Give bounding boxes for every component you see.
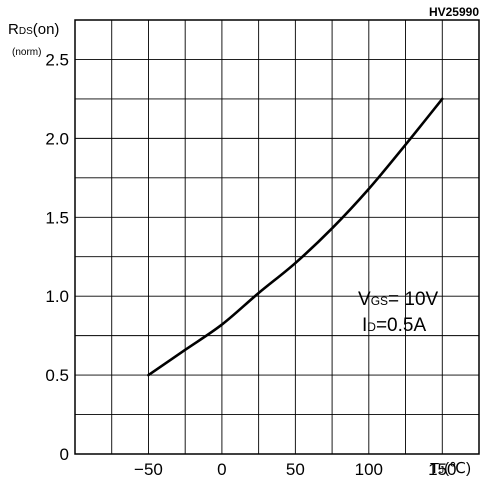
y-axis-unit: (norm) [12,47,41,58]
figure-code: HV25990 [429,5,479,19]
annotation-vgs-tail: = 10V [388,289,439,310]
annotation-id-main: I [362,315,367,336]
annotation-vgs-sub: GS [371,294,388,308]
rds-on-curve [147,97,444,377]
y-tick-label: 0 [60,445,69,464]
y-label-main: R [8,21,19,38]
y-tick-label: 1.5 [45,208,69,227]
x-axis-label: TJ(℃) [430,460,471,477]
annotation-id: ID=0.5A [362,315,426,336]
y-tick-label: 2.5 [45,50,69,69]
y-tick-label: 2.0 [45,129,69,148]
x-label-main: T [430,460,439,477]
grid-lines [75,20,479,454]
y-tick-label: 0.5 [45,366,69,385]
y-tick-label: 1.0 [45,287,69,306]
annotation-id-tail: =0.5A [376,315,427,336]
x-tick-label: −50 [134,460,163,479]
y-label-sub: DS [19,26,33,37]
y-axis-label: RDS(on) [8,21,59,38]
x-label-sub: J [439,465,444,476]
x-tick-labels: −50 0 50 100 150 [134,460,456,479]
annotation-id-sub: D [367,320,376,334]
x-tick-label: 100 [355,460,383,479]
annotation-vgs: VGS= 10V [358,289,439,310]
plot-frame [74,19,480,455]
x-tick-label: 0 [217,460,226,479]
annotation-vgs-main: V [358,289,371,310]
x-tick-label: 150 [428,460,456,479]
x-label-unit: (℃) [444,460,471,477]
x-tick-label: 50 [286,460,305,479]
y-label-tail: (on) [33,21,60,38]
y-tick-labels: 0 0.5 1.0 1.5 2.0 2.5 [45,50,69,464]
